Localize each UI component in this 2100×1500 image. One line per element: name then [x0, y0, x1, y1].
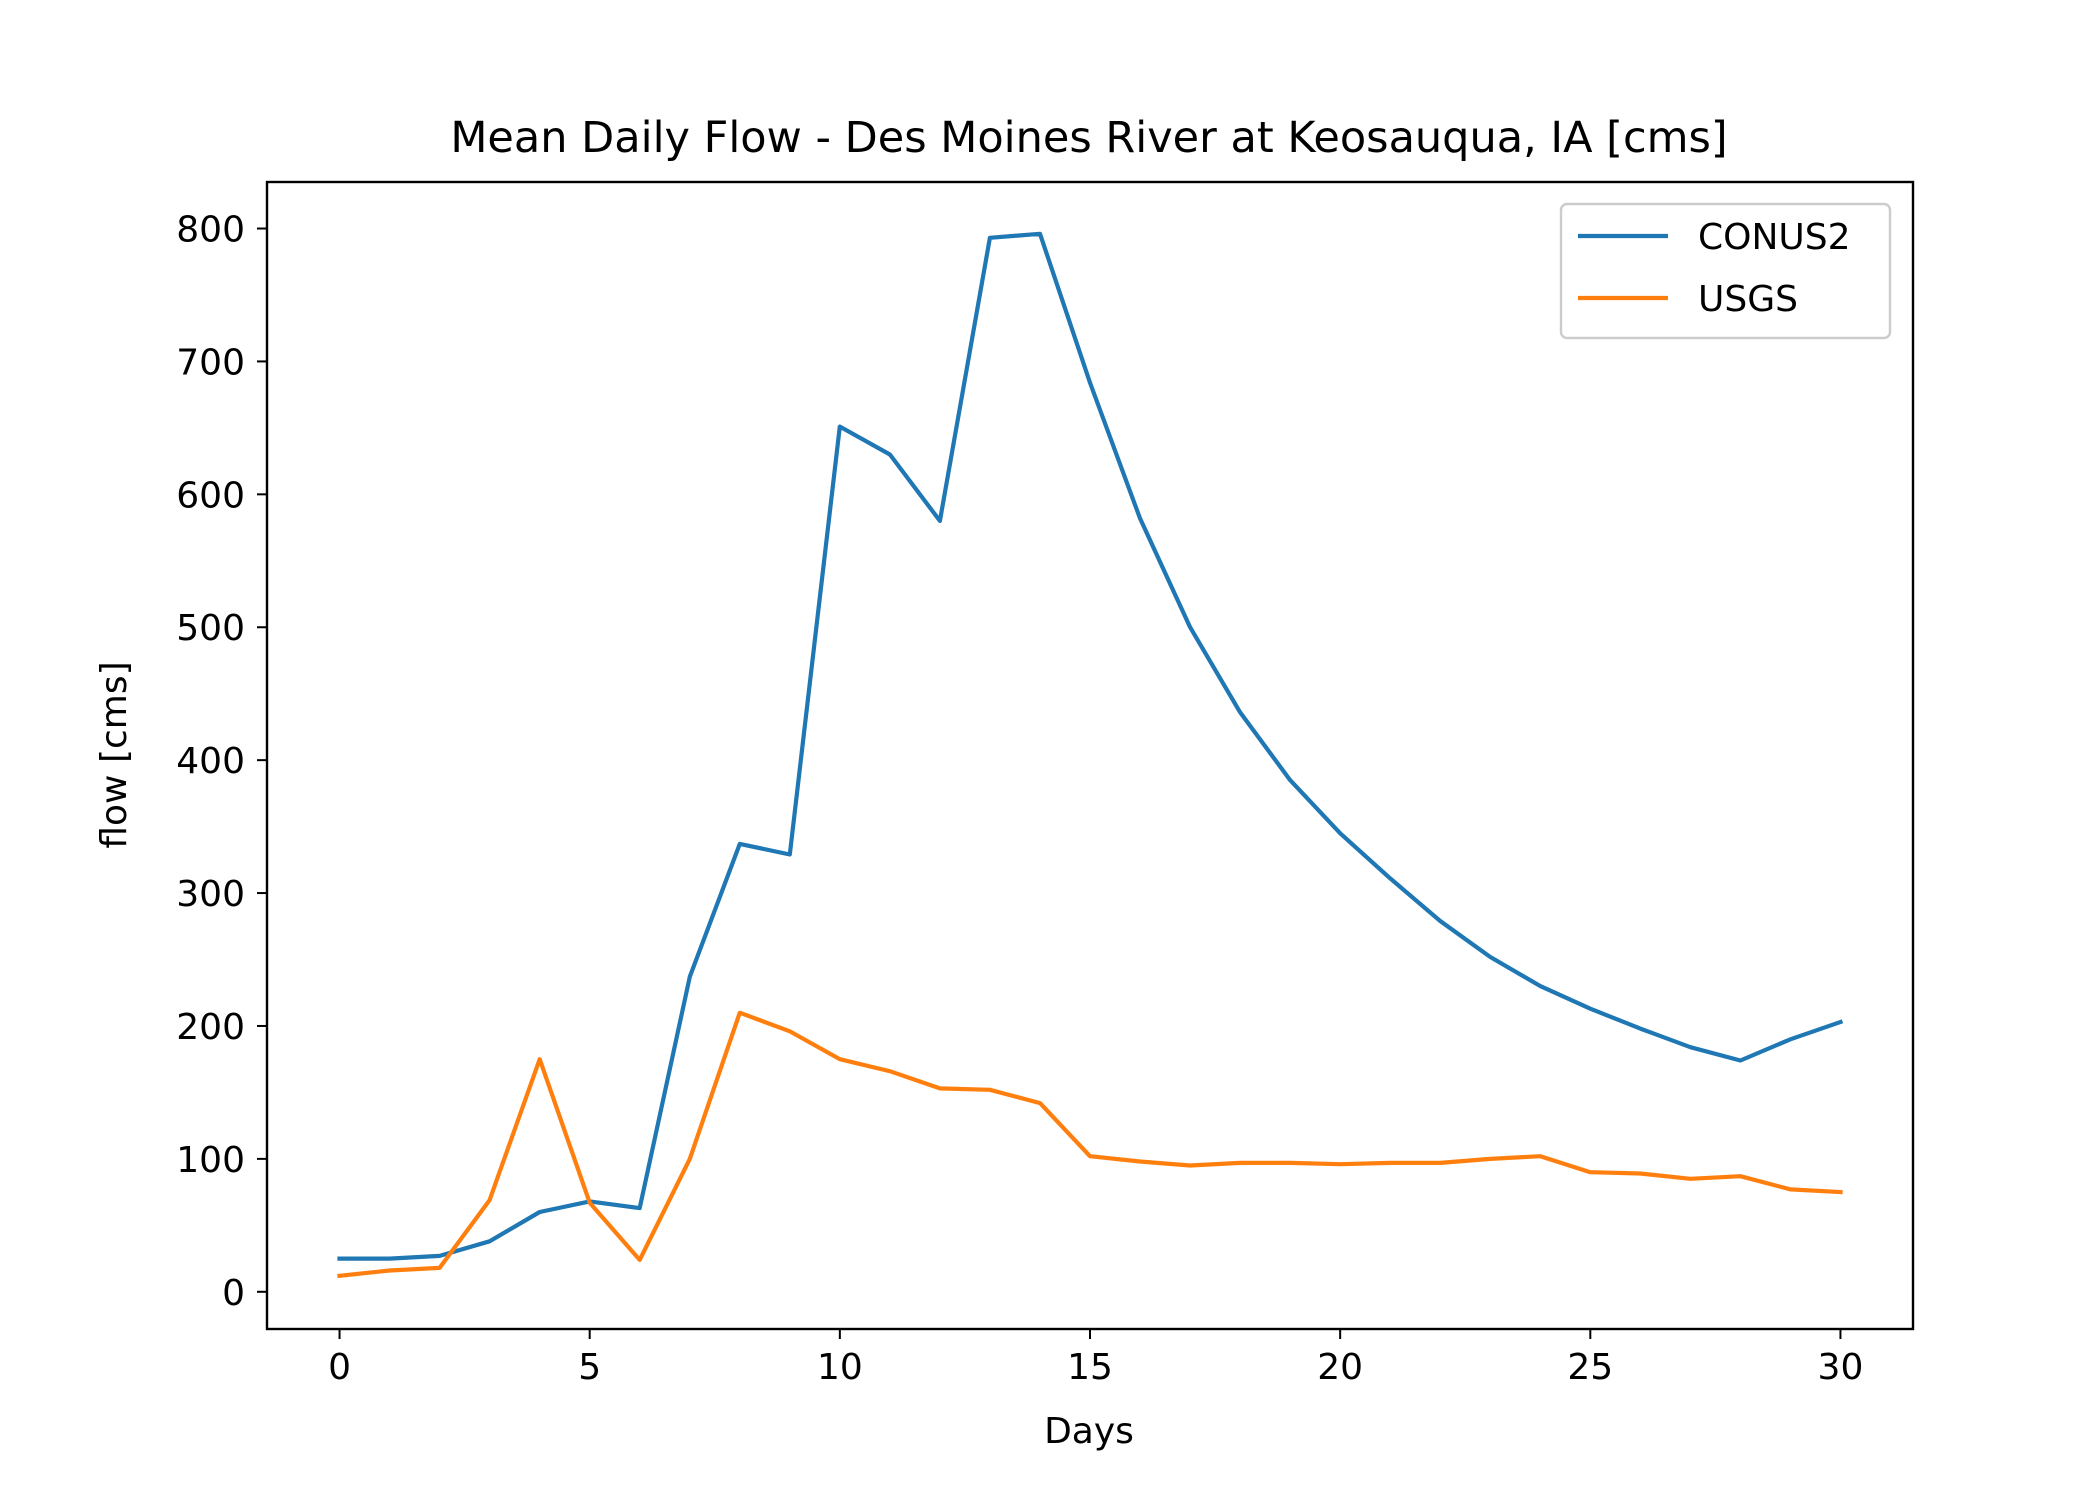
y-tick-label: 300: [176, 874, 245, 915]
y-axis-label: flow [cms]: [94, 661, 135, 848]
y-tick-label: 700: [176, 342, 245, 383]
y-tick-label: 100: [176, 1140, 245, 1181]
y-tick-label: 600: [176, 475, 245, 516]
x-tick-label: 5: [578, 1347, 601, 1388]
plot-area: [337, 231, 1844, 1279]
legend-label-usgs: USGS: [1698, 279, 1798, 320]
x-tick-label: 20: [1317, 1347, 1363, 1388]
legend-label-conus2: CONUS2: [1698, 217, 1851, 258]
legend: CONUS2 USGS: [1559, 202, 1892, 340]
x-tick-label: 25: [1567, 1347, 1613, 1388]
y-tick-label: 500: [176, 608, 245, 649]
x-tick-label: 10: [817, 1347, 863, 1388]
y-tick-label: 200: [176, 1007, 245, 1048]
y-tick-label: 0: [222, 1273, 245, 1314]
x-tick-label: 15: [1067, 1347, 1113, 1388]
x-tick-label: 0: [328, 1347, 351, 1388]
y-tick-label: 800: [176, 210, 245, 251]
x-axis-label: Days: [1044, 1411, 1134, 1452]
x-tick-label: 30: [1818, 1347, 1864, 1388]
chart-title: Mean Daily Flow - Des Moines River at Ke…: [450, 113, 1727, 163]
y-tick-label: 400: [176, 741, 245, 782]
